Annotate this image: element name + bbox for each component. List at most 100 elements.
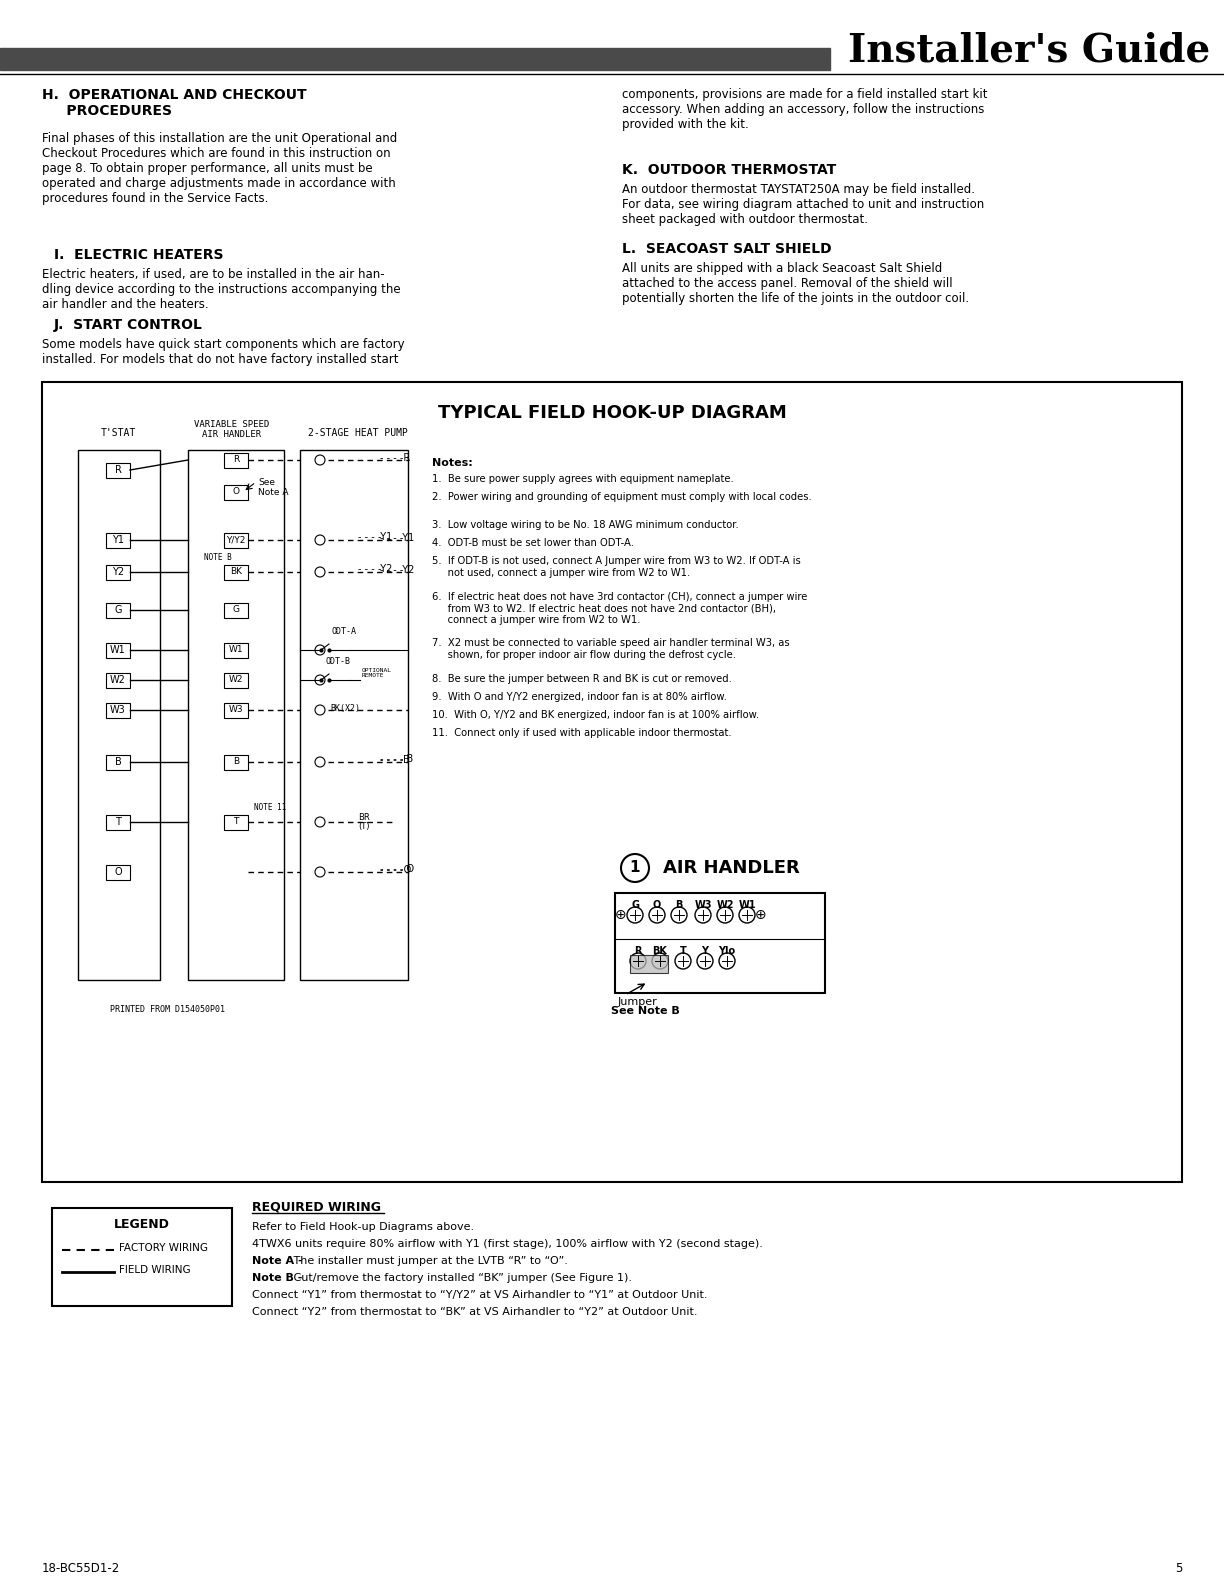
Text: See
Note A: See Note A [258,478,289,497]
Bar [224,814,248,830]
Bar [630,955,668,973]
Text: LEGEND: LEGEND [114,1218,170,1231]
Text: - - - -B: - - - -B [379,756,410,765]
Text: - - - -R: - - - -R [379,453,410,463]
Text: B: B [115,757,121,767]
Text: 1: 1 [630,860,640,876]
Text: 2-STAGE HEAT PUMP: 2-STAGE HEAT PUMP [308,428,408,439]
Text: W3: W3 [694,900,711,909]
Bar [224,564,248,580]
Bar [78,450,160,980]
Text: Ylo: Ylo [718,946,736,957]
Text: 3.  Low voltage wiring to be No. 18 AWG minimum conductor.: 3. Low voltage wiring to be No. 18 AWG m… [432,520,739,531]
Text: 10.  With O, Y/Y2 and BK energized, indoor fan is at 100% airflow.: 10. With O, Y/Y2 and BK energized, indoo… [432,710,759,721]
Text: 2.  Power wiring and grounding of equipment must comply with local codes.: 2. Power wiring and grounding of equipme… [432,493,812,502]
Text: - - - -Y2: - - - -Y2 [379,565,415,575]
Text: - - - -Y1: - - - -Y1 [357,532,392,542]
Text: ⊕: ⊕ [616,908,627,922]
Text: Note A -: Note A - [252,1256,302,1266]
Text: O: O [114,866,122,878]
Bar [224,485,248,499]
Text: I.  ELECTRIC HEATERS: I. ELECTRIC HEATERS [54,249,224,261]
Text: L.  SEACOAST SALT SHIELD: L. SEACOAST SALT SHIELD [622,242,831,257]
Text: ODT-A: ODT-A [332,627,357,637]
Text: B: B [233,757,239,767]
Bar [300,450,408,980]
Text: R: R [634,946,641,957]
Text: FIELD WIRING: FIELD WIRING [119,1266,191,1275]
Text: ODT-B: ODT-B [326,657,351,667]
Text: Installer's Guide: Installer's Guide [848,32,1211,70]
Bar [106,532,130,548]
Text: 6.  If electric heat does not have 3rd contactor (CH), connect a jumper wire
   : 6. If electric heat does not have 3rd co… [432,592,808,626]
Text: 8.  Be sure the jumper between R and BK is cut or removed.: 8. Be sure the jumper between R and BK i… [432,675,732,684]
Text: Final phases of this installation are the unit Operational and
Checkout Procedur: Final phases of this installation are th… [42,131,398,204]
Bar [106,702,130,718]
Text: See Note B: See Note B [611,1006,679,1015]
Text: G: G [114,605,121,615]
Bar [106,754,130,770]
Bar [224,602,248,618]
Text: 4TWX6 units require 80% airflow with Y1 (first stage), 100% airflow with Y2 (sec: 4TWX6 units require 80% airflow with Y1 … [252,1239,763,1250]
Text: Y: Y [701,946,709,957]
Text: T: T [115,817,121,827]
Text: FACTORY WIRING: FACTORY WIRING [119,1243,208,1253]
Text: An outdoor thermostat TAYSTAT250A may be field installed.
For data, see wiring d: An outdoor thermostat TAYSTAT250A may be… [622,184,984,227]
Bar [106,814,130,830]
Text: - - - - B: - - - - B [379,754,414,763]
Bar [224,754,248,770]
Text: - - - -Y1: - - - -Y1 [379,532,414,543]
Text: 7.  X2 must be connected to variable speed air handler terminal W3, as
     show: 7. X2 must be connected to variable spee… [432,638,789,659]
Text: W3: W3 [229,705,244,714]
Text: R: R [115,466,121,475]
Bar [106,602,130,618]
Text: (T): (T) [357,822,370,832]
Text: BK: BK [230,567,242,577]
Text: O: O [652,900,661,909]
Text: Y/Y2: Y/Y2 [226,535,246,545]
Text: BK(X2): BK(X2) [330,703,360,713]
Text: - - - -Y2: - - - -Y2 [357,564,393,573]
Text: VARIABLE SPEED
AIR HANDLER: VARIABLE SPEED AIR HANDLER [195,420,269,439]
Bar [106,564,130,580]
Bar [106,643,130,657]
Bar [188,450,284,980]
Bar [106,865,130,879]
Text: W1: W1 [738,900,755,909]
Text: 9.  With O and Y/Y2 energized, indoor fan is at 80% airflow.: 9. With O and Y/Y2 energized, indoor fan… [432,692,727,702]
Text: W3: W3 [110,705,126,714]
Text: Notes:: Notes: [432,458,472,467]
Text: W2: W2 [229,675,244,684]
Text: components, provisions are made for a field installed start kit
accessory. When : components, provisions are made for a fi… [622,89,988,131]
Text: PRINTED FROM D154050P01: PRINTED FROM D154050P01 [110,1004,225,1014]
Text: G: G [233,605,240,615]
Text: 5.  If ODT-B is not used, connect A Jumper wire from W3 to W2. If ODT-A is
     : 5. If ODT-B is not used, connect A Jumpe… [432,556,800,578]
Text: ⊕: ⊕ [755,908,766,922]
Text: T'STAT: T'STAT [100,428,136,439]
Text: OPTIONAL
REMOTE: OPTIONAL REMOTE [362,667,392,678]
Text: W2: W2 [716,900,733,909]
Text: BK: BK [652,946,667,957]
Bar [224,673,248,687]
Text: TYPICAL FIELD HOOK-UP DIAGRAM: TYPICAL FIELD HOOK-UP DIAGRAM [438,404,786,421]
Text: 4.  ODT-B must be set lower than ODT-A.: 4. ODT-B must be set lower than ODT-A. [432,539,634,548]
Text: 5: 5 [1175,1562,1182,1574]
Text: H.  OPERATIONAL AND CHECKOUT
     PROCEDURES: H. OPERATIONAL AND CHECKOUT PROCEDURES [42,89,307,119]
Text: NOTE B: NOTE B [204,553,231,561]
Bar [224,702,248,718]
Text: The installer must jumper at the LVTB “R” to “O”.: The installer must jumper at the LVTB “R… [290,1256,568,1266]
Text: B: B [676,900,683,909]
Text: J.  START CONTROL: J. START CONTROL [54,318,203,333]
Bar [42,382,1182,1182]
Text: BR: BR [357,813,370,822]
Text: T: T [679,946,687,957]
Text: K.  OUTDOOR THERMOSTAT: K. OUTDOOR THERMOSTAT [622,163,836,177]
Text: Connect “Y2” from thermostat to “BK” at VS Airhandler to “Y2” at Outdoor Unit.: Connect “Y2” from thermostat to “BK” at … [252,1307,698,1316]
Text: Note B -: Note B - [252,1274,302,1283]
Text: - - - -O: - - - -O [379,865,411,874]
Text: Cut/remove the factory installed “BK” jumper (See Figure 1).: Cut/remove the factory installed “BK” ju… [290,1274,633,1283]
Text: REQUIRED WIRING: REQUIRED WIRING [252,1201,381,1213]
Text: R: R [233,456,239,464]
Text: Connect “Y1” from thermostat to “Y/Y2” at VS Airhandler to “Y1” at Outdoor Unit.: Connect “Y1” from thermostat to “Y/Y2” a… [252,1289,707,1300]
Text: All units are shipped with a black Seacoast Salt Shield
attached to the access p: All units are shipped with a black Seaco… [622,261,969,306]
